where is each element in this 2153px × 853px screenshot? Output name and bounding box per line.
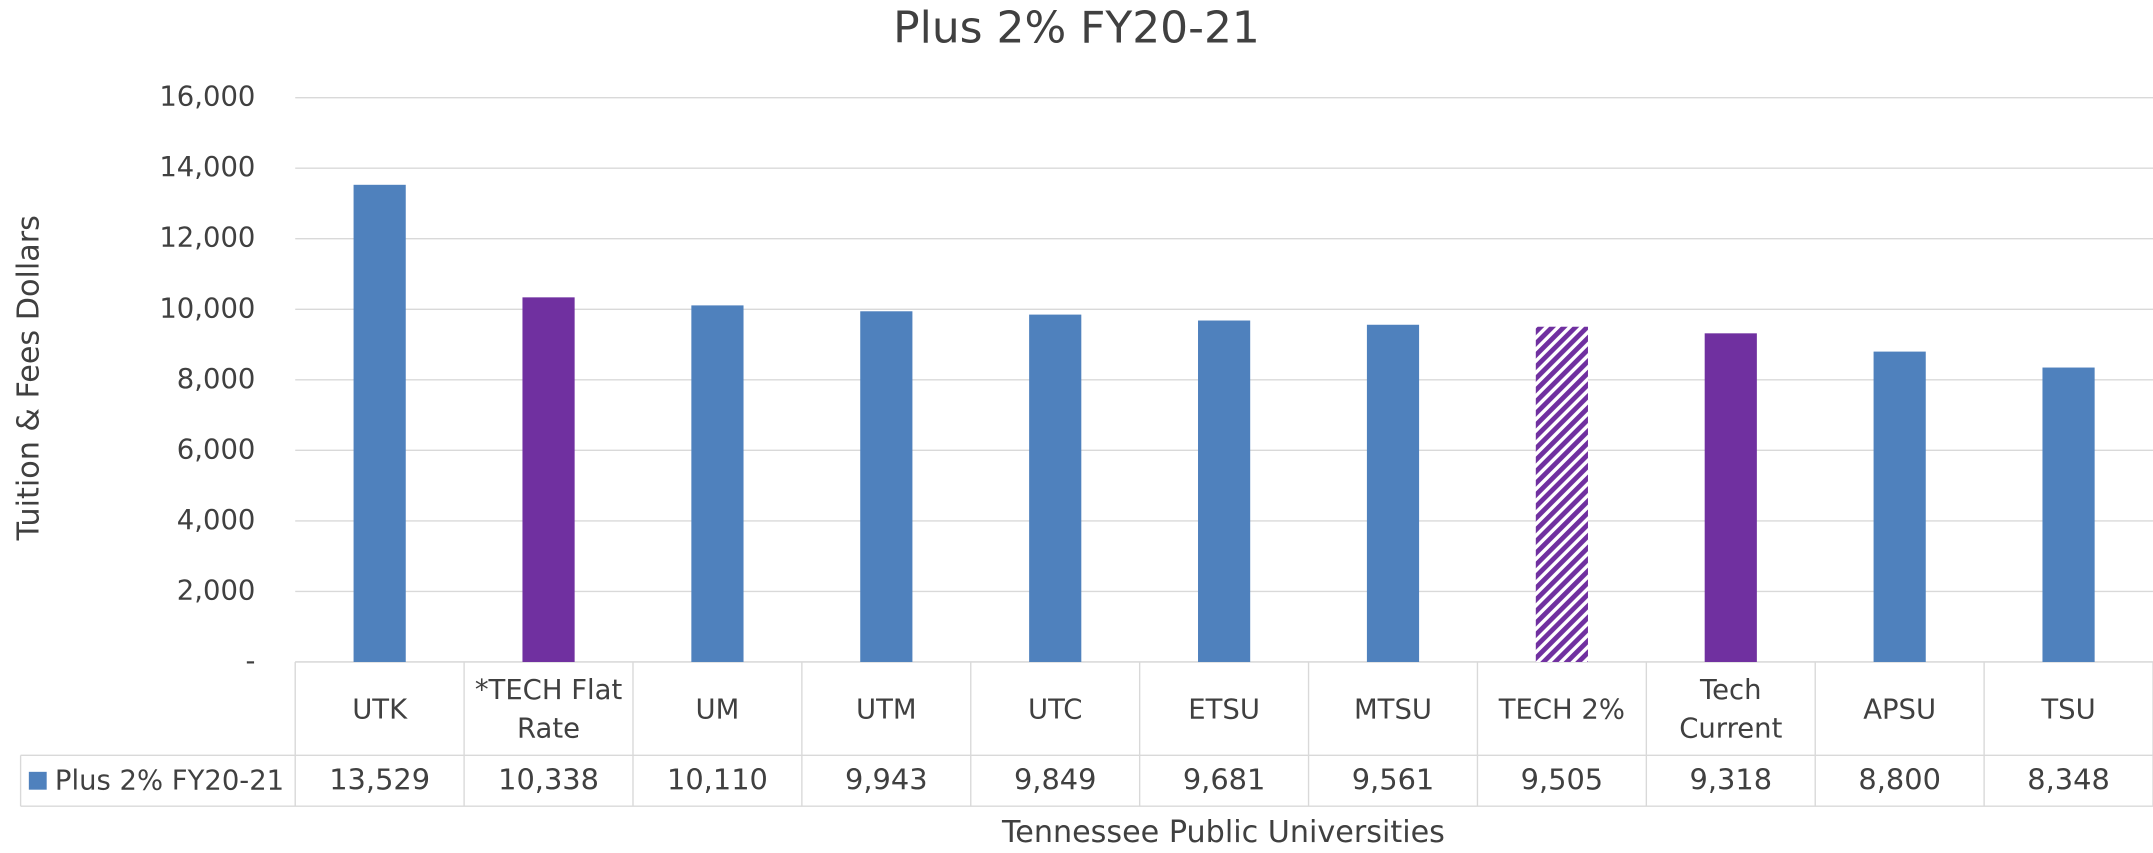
data-table-value: 10,338 (498, 762, 599, 796)
data-table-value: 8,348 (2027, 762, 2110, 796)
x-tick-label: UTM (856, 692, 917, 726)
y-tick-label: 14,000 (159, 152, 255, 183)
legend-label: Plus 2% FY20-21 (55, 765, 284, 796)
data-table-value: 9,943 (845, 762, 928, 796)
category-cell: Tech Current (1679, 672, 1783, 745)
x-tick-label: UM (695, 692, 740, 726)
x-tick-label: ETSU (1188, 692, 1260, 726)
data-table-value: 9,681 (1183, 762, 1266, 796)
category-cell: UTK (352, 692, 408, 726)
y-tick-label: 4,000 (177, 505, 256, 536)
y-tick-label: 12,000 (159, 223, 255, 254)
bar (2042, 367, 2095, 662)
category-cell: ETSU (1188, 692, 1260, 726)
bar (522, 297, 575, 662)
data-table-value: 9,561 (1352, 762, 1435, 796)
category-cell: TSU (2041, 692, 2096, 726)
y-tick-label: 6,000 (177, 434, 256, 465)
y-axis-label: Tuition & Fees Dollars (12, 215, 47, 541)
x-tick-label: TSU (2041, 692, 2096, 726)
bar (1029, 314, 1082, 662)
y-tick-label: 16,000 (159, 82, 255, 113)
data-table-value: 9,505 (1521, 762, 1604, 796)
y-tick-label: - (245, 646, 255, 677)
data-table-value: 9,849 (1014, 762, 1097, 796)
x-tick-label: APSU (1863, 692, 1937, 726)
category-cell: UTM (856, 692, 917, 726)
bar (1873, 351, 1926, 662)
x-tick-label: *TECH Flat Rate (474, 672, 623, 745)
y-tick-label: 8,000 (177, 364, 256, 395)
chart-title: Plus 2% FY20-21 (893, 2, 1260, 53)
category-cell: TECH 2% (1498, 692, 1626, 726)
bar (860, 311, 913, 662)
bar (353, 184, 406, 662)
category-cell: MTSU (1353, 692, 1433, 726)
x-axis-label: Tennessee Public Universities (1001, 815, 1445, 850)
bar (1198, 320, 1251, 662)
data-table-value: 8,800 (1858, 762, 1941, 796)
bar (1366, 324, 1420, 662)
data-table-value: 9,318 (1690, 762, 1773, 796)
x-tick-label: TECH 2% (1498, 692, 1626, 726)
x-tick-label: MTSU (1353, 692, 1433, 726)
y-tick-label: 10,000 (159, 293, 255, 324)
bar (1535, 326, 1588, 662)
x-tick-label: UTC (1027, 692, 1083, 726)
data-table-value: 10,110 (667, 762, 768, 796)
y-tick-label: 2,000 (177, 575, 256, 606)
bar (691, 305, 744, 662)
category-cell: UTC (1027, 692, 1083, 726)
x-tick-label: UTK (352, 692, 408, 726)
bar (1704, 333, 1757, 662)
data-table-value: 13,529 (329, 762, 430, 796)
category-cell: UM (695, 692, 740, 726)
category-cell: *TECH Flat Rate (474, 672, 623, 745)
x-tick-label: Tech Current (1679, 672, 1783, 745)
legend-swatch (28, 771, 47, 790)
category-cell: APSU (1863, 692, 1937, 726)
